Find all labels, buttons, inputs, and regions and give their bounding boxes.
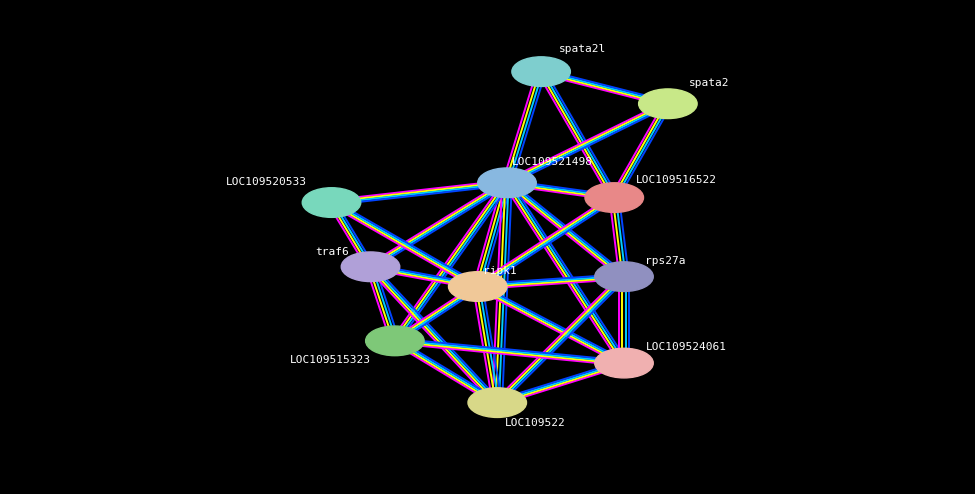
Circle shape — [585, 183, 644, 212]
Text: LOC109521498: LOC109521498 — [512, 157, 593, 167]
Circle shape — [639, 89, 697, 119]
Text: spata2: spata2 — [689, 78, 730, 88]
Text: LOC109515323: LOC109515323 — [290, 355, 370, 365]
Text: traf6: traf6 — [315, 247, 349, 257]
Text: ripk1: ripk1 — [483, 266, 517, 276]
Text: spata2l: spata2l — [559, 44, 605, 54]
Text: rps27a: rps27a — [645, 256, 686, 266]
Text: LOC109520533: LOC109520533 — [226, 177, 307, 187]
Circle shape — [366, 326, 424, 356]
Circle shape — [512, 57, 570, 86]
Text: LOC109524061: LOC109524061 — [645, 342, 726, 352]
Circle shape — [448, 272, 507, 301]
Circle shape — [341, 252, 400, 282]
Circle shape — [595, 262, 653, 291]
Circle shape — [302, 188, 361, 217]
Circle shape — [478, 168, 536, 198]
Circle shape — [595, 348, 653, 378]
Circle shape — [468, 388, 526, 417]
Text: LOC109516522: LOC109516522 — [636, 175, 717, 185]
Text: LOC109522: LOC109522 — [505, 418, 566, 428]
